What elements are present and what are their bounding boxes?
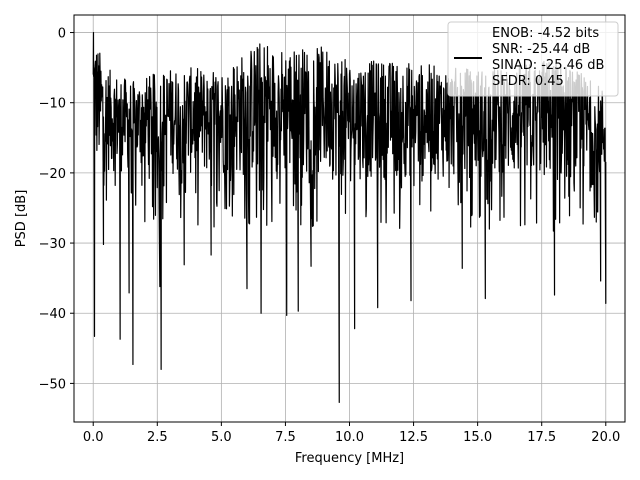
legend-snr: SNR: -25.44 dB xyxy=(492,42,590,57)
y-axis-ticks: 0 −10 −20 −30 −40 −50 xyxy=(39,27,74,392)
y-tick-label: −40 xyxy=(39,307,66,322)
legend-box xyxy=(447,21,619,97)
x-tick-label: 5.0 xyxy=(211,430,232,445)
y-axis-label: PSD [dB] xyxy=(14,190,29,248)
y-tick-label: −10 xyxy=(39,97,66,112)
legend-sinad: SINAD: -25.46 dB xyxy=(492,58,604,73)
y-tick-label: 0 xyxy=(58,27,66,42)
plot-area xyxy=(92,31,607,403)
x-axis-label: Frequency [MHz] xyxy=(295,451,404,466)
legend-enob: ENOB: -4.52 bits xyxy=(492,26,599,41)
x-tick-label: 15.0 xyxy=(463,430,492,445)
x-tick-label: 12.5 xyxy=(399,430,428,445)
x-axis-ticks: 0.0 2.5 5.0 7.5 10.0 12.5 15.0 17.5 20.0 xyxy=(83,422,620,445)
y-tick-label: −20 xyxy=(39,167,66,182)
y-tick-label: −50 xyxy=(39,377,66,392)
x-tick-label: 2.5 xyxy=(147,430,168,445)
x-tick-label: 7.5 xyxy=(275,430,296,445)
legend: ENOB: -4.52 bits SNR: -25.44 dB SINAD: -… xyxy=(447,21,619,97)
y-tick-label: −30 xyxy=(39,237,66,252)
legend-sfdr: SFDR: 0.45 xyxy=(492,74,564,89)
x-tick-label: 0.0 xyxy=(83,430,104,445)
x-tick-label: 17.5 xyxy=(527,430,556,445)
psd-series-line xyxy=(92,31,607,403)
x-tick-label: 10.0 xyxy=(335,430,364,445)
x-tick-label: 20.0 xyxy=(591,430,620,445)
